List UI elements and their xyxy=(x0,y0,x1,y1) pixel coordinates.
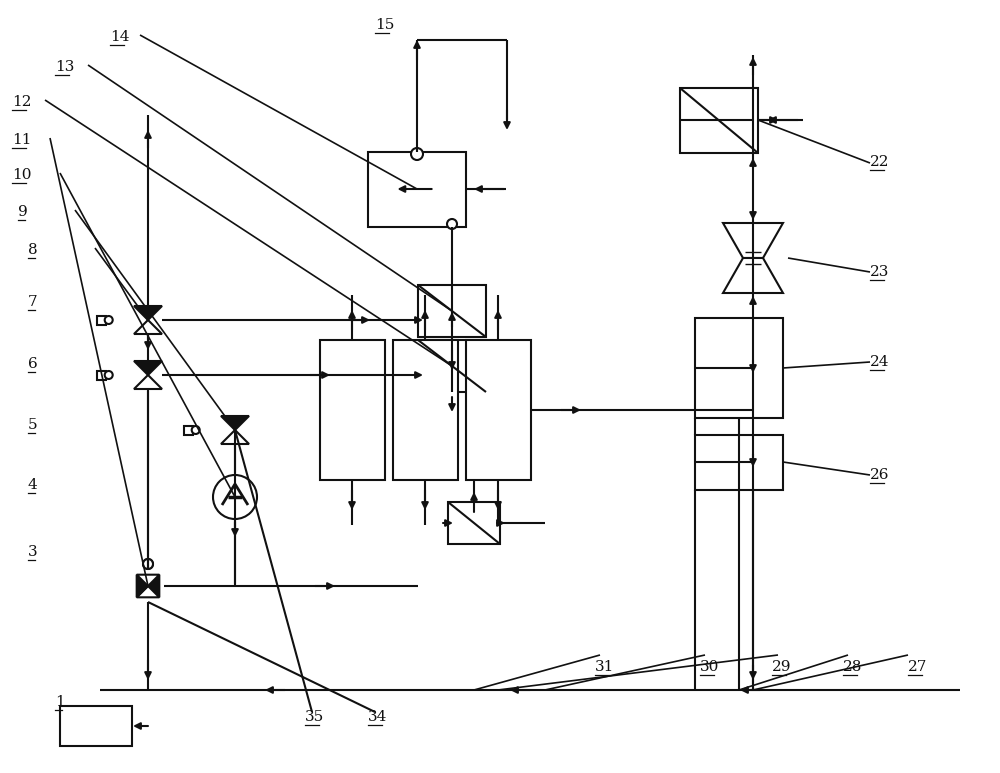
Text: 24: 24 xyxy=(870,355,890,369)
Bar xyxy=(393,340,458,480)
Text: 3: 3 xyxy=(28,545,38,559)
Bar xyxy=(97,315,106,325)
Bar xyxy=(60,706,132,746)
Circle shape xyxy=(192,426,200,434)
Circle shape xyxy=(447,219,457,229)
Text: 5: 5 xyxy=(28,418,38,432)
Text: 14: 14 xyxy=(110,30,130,44)
Text: 6: 6 xyxy=(28,357,38,371)
Polygon shape xyxy=(134,375,162,389)
Bar xyxy=(418,340,486,392)
Text: 1: 1 xyxy=(55,695,65,709)
Polygon shape xyxy=(137,574,148,598)
Polygon shape xyxy=(221,430,249,444)
Bar xyxy=(695,435,783,490)
Text: 27: 27 xyxy=(908,660,927,674)
Polygon shape xyxy=(137,574,159,586)
Polygon shape xyxy=(148,574,159,598)
Bar xyxy=(184,425,193,434)
Polygon shape xyxy=(723,258,783,293)
Text: 29: 29 xyxy=(772,660,792,674)
Text: 23: 23 xyxy=(870,265,889,279)
Circle shape xyxy=(143,559,153,569)
Bar xyxy=(97,370,106,380)
Polygon shape xyxy=(134,361,162,375)
Polygon shape xyxy=(723,223,783,258)
Circle shape xyxy=(447,340,457,350)
Text: 11: 11 xyxy=(12,133,32,147)
Circle shape xyxy=(411,148,423,160)
Circle shape xyxy=(105,371,113,379)
Text: 34: 34 xyxy=(368,710,387,724)
Polygon shape xyxy=(134,306,162,320)
Circle shape xyxy=(213,475,257,519)
Text: 12: 12 xyxy=(12,95,32,109)
Text: 4: 4 xyxy=(28,478,38,492)
Polygon shape xyxy=(221,416,249,430)
Bar xyxy=(466,340,531,480)
Text: 13: 13 xyxy=(55,60,74,74)
Polygon shape xyxy=(137,586,159,598)
Text: 22: 22 xyxy=(870,155,890,169)
Bar xyxy=(680,88,758,153)
Bar xyxy=(695,318,783,418)
Text: 10: 10 xyxy=(12,168,32,182)
Text: 31: 31 xyxy=(595,660,614,674)
Polygon shape xyxy=(134,320,162,334)
Text: 26: 26 xyxy=(870,468,890,482)
Bar xyxy=(320,340,385,480)
Bar xyxy=(368,152,466,227)
Circle shape xyxy=(143,559,153,569)
Text: 7: 7 xyxy=(28,295,38,309)
Bar xyxy=(418,285,486,337)
Text: 15: 15 xyxy=(375,18,394,32)
Text: 8: 8 xyxy=(28,243,38,257)
Bar xyxy=(448,502,500,544)
Text: 28: 28 xyxy=(843,660,862,674)
Text: 30: 30 xyxy=(700,660,719,674)
Text: 35: 35 xyxy=(305,710,324,724)
Circle shape xyxy=(105,316,113,324)
Text: 9: 9 xyxy=(18,205,28,219)
